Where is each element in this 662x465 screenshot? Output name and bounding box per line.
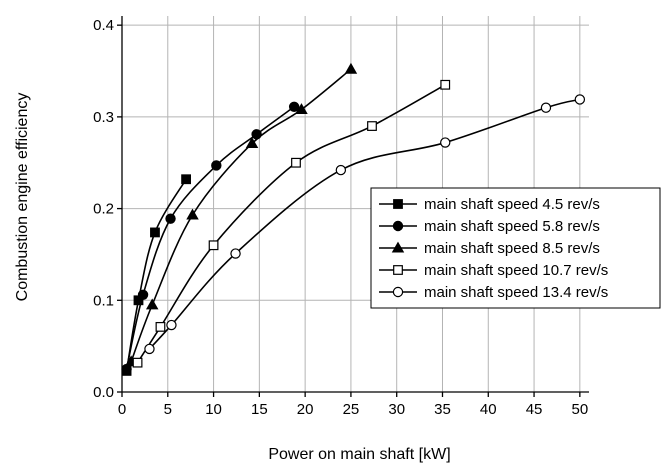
legend-marker — [392, 220, 404, 232]
legend-entry: main shaft speed 13.4 rev/s — [379, 284, 608, 301]
legend-box — [370, 187, 661, 309]
series-5 — [144, 94, 586, 355]
x-tick-label: 15 — [251, 401, 268, 418]
data-point — [150, 227, 160, 238]
y-tick-label: 0.3 — [93, 109, 114, 126]
x-tick-label: 40 — [480, 401, 497, 418]
data-point — [211, 160, 222, 171]
data-point — [540, 102, 552, 113]
legend-entry: main shaft speed 10.7 rev/s — [379, 262, 608, 279]
data-point — [440, 79, 451, 90]
legend-label: main shaft speed 13.4 rev/s — [424, 284, 608, 301]
x-tick-label: 0 — [118, 401, 126, 418]
data-point — [288, 101, 300, 112]
legend-entry: main shaft speed 5.8 rev/s — [379, 218, 600, 235]
data-point — [181, 174, 191, 185]
series-line — [125, 106, 295, 370]
series-3 — [124, 62, 358, 367]
y-axis-title: Combustion engine efficiency — [14, 93, 31, 302]
x-tick-label: 30 — [388, 401, 405, 418]
legend-entry: main shaft speed 8.5 rev/s — [379, 240, 600, 257]
x-tick-label: 35 — [434, 401, 451, 418]
legend-label: main shaft speed 5.8 rev/s — [424, 218, 600, 235]
data-point — [245, 137, 259, 148]
x-tick-label: 50 — [571, 401, 588, 418]
data-point — [166, 319, 177, 331]
data-point — [186, 208, 199, 220]
legend-label: main shaft speed 4.5 rev/s — [424, 196, 600, 213]
series-group — [121, 62, 586, 376]
legend-marker — [392, 286, 404, 298]
legend-marker — [393, 199, 403, 209]
y-tick-label: 0.4 — [93, 17, 114, 34]
data-point — [145, 298, 159, 310]
y-tick-label: 0.0 — [93, 384, 114, 401]
data-point — [574, 94, 586, 105]
x-axis-title: Power on main shaft [kW] — [268, 446, 450, 463]
ticks: 0 5 10 15 20 25 30 35 40 45 50 0.0 0.1 0.2 0.3 0.4 — [93, 17, 588, 418]
y-tick-label: 0.1 — [93, 292, 114, 309]
y-tick-label: 0.2 — [93, 201, 114, 218]
data-point — [291, 157, 301, 168]
x-tick-label: 45 — [526, 401, 543, 418]
data-point — [144, 343, 155, 355]
data-point — [335, 164, 347, 176]
legend: main shaft speed 4.5 rev/s main shaft spe… — [370, 187, 661, 309]
data-point — [208, 240, 219, 251]
data-point — [230, 248, 241, 259]
x-tick-label: 10 — [205, 401, 222, 418]
data-point — [137, 289, 149, 300]
axes — [121, 16, 589, 393]
data-point — [440, 137, 451, 148]
legend-marker — [393, 265, 403, 275]
data-point — [132, 357, 143, 368]
legend-label: main shaft speed 10.7 rev/s — [424, 262, 608, 279]
legend-entry: main shaft speed 4.5 rev/s — [379, 196, 600, 213]
series-2 — [121, 101, 300, 375]
data-point — [155, 321, 166, 332]
data-point — [344, 62, 358, 74]
legend-label: main shaft speed 8.5 rev/s — [424, 240, 600, 257]
x-tick-label: 5 — [164, 401, 172, 418]
data-point — [367, 121, 377, 131]
x-tick-label: 20 — [297, 401, 314, 418]
data-point — [295, 103, 308, 115]
legend-marker — [391, 241, 405, 253]
data-point — [165, 213, 176, 224]
series-line — [125, 178, 187, 372]
series-4 — [132, 79, 451, 368]
x-tick-label: 25 — [343, 401, 360, 418]
